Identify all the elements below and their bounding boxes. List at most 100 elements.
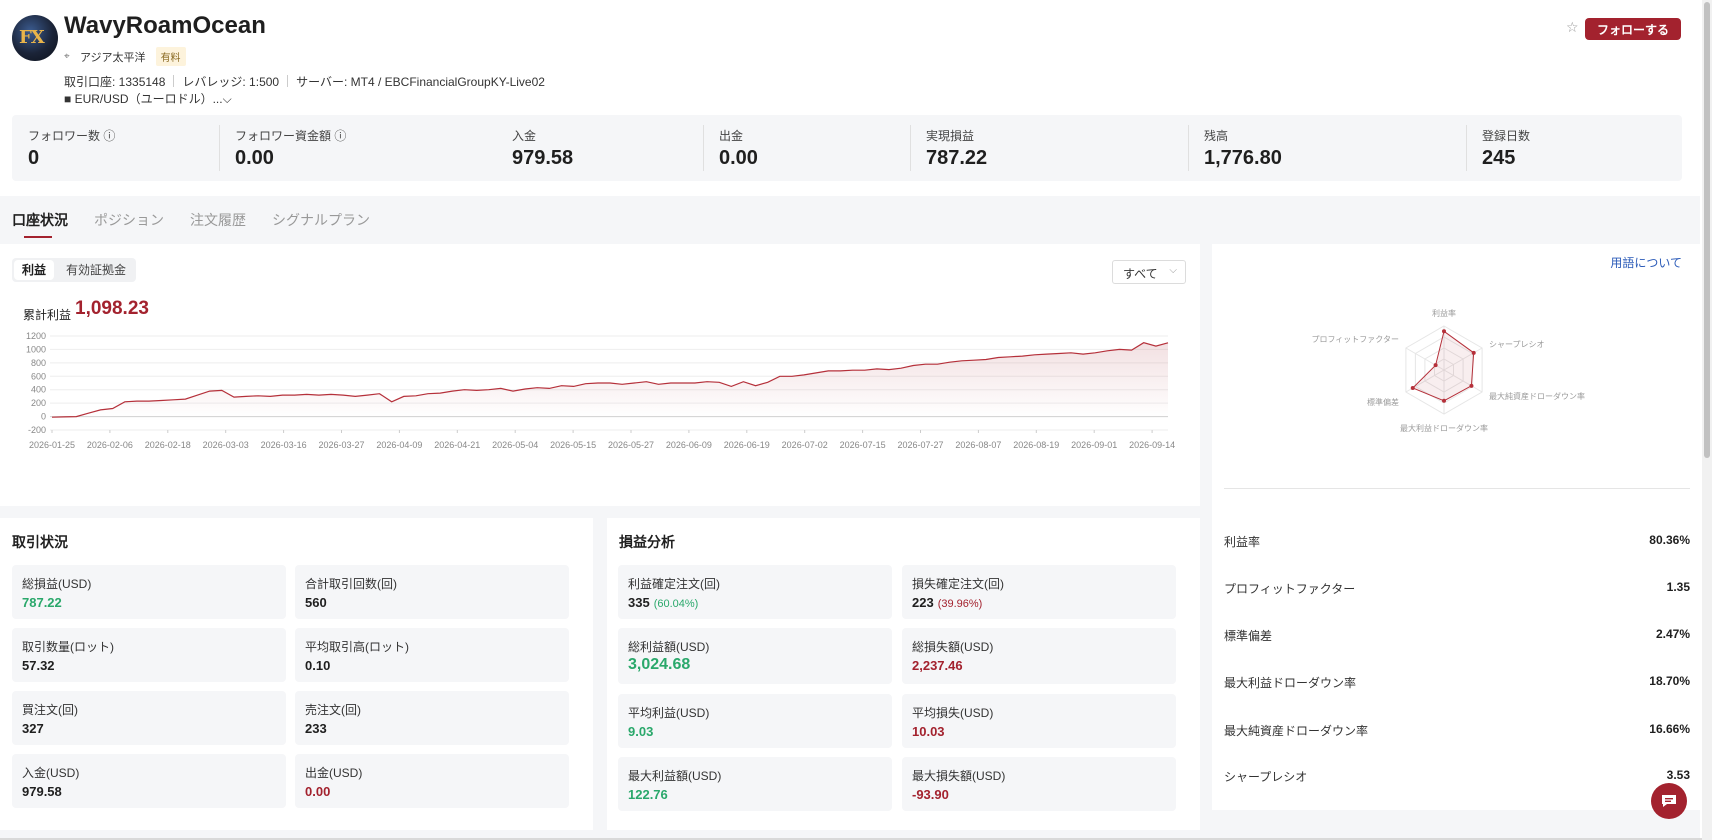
symbol-dropdown[interactable]: ■ EUR/USD（ユーロドル）...⌵: [64, 92, 232, 106]
divider: [173, 75, 175, 87]
cell-label: 出金(USD): [305, 766, 363, 780]
cell-value: 3,024.68: [628, 656, 691, 673]
stat-value: 0.00: [235, 147, 274, 169]
x-tick-label: 2026-07-02: [782, 440, 828, 450]
metric-label: 最大純資産ドローダウン率: [1224, 724, 1369, 738]
stat-cell: 平均利益(USD) 9.03: [618, 694, 892, 748]
cell-value: 122.76: [628, 787, 668, 802]
metric-row: シャープレシオ 3.53: [1224, 768, 1690, 788]
radar-series-area: [1411, 330, 1475, 402]
radar-axis: [1405, 347, 1445, 371]
cell-label: 最大利益額(USD): [628, 769, 722, 783]
stat-registered-days: 登録日数 245: [1466, 115, 1682, 181]
x-tick-label: 2026-08-07: [955, 440, 1001, 450]
tab-positions[interactable]: ポジション: [94, 212, 164, 228]
cell-label: 平均損失(USD): [912, 706, 994, 720]
stat-label: 登録日数: [1482, 129, 1531, 143]
stat-value: 787.22: [926, 147, 988, 169]
metric-row: 最大純資産ドローダウン率 16.66%: [1224, 722, 1690, 742]
stat-realized-pnl: 実現損益 787.22: [910, 115, 1188, 181]
y-tick-label: 1000: [26, 344, 46, 354]
stat-follower-funds: フォロワー資金額 ⓘ 0.00: [219, 115, 496, 181]
y-tick-label: 800: [31, 358, 46, 368]
radar-point: [1442, 329, 1446, 334]
account-info: 取引口座: 1335148 レバレッジ: 1:500 サーバー: MT4 / E…: [64, 73, 545, 90]
chart-mode-toggle: 利益 有効証拠金: [12, 258, 137, 282]
stat-cell: 合計取引回数(回) 560: [295, 565, 569, 619]
x-tick-label: 2026-03-03: [203, 440, 249, 450]
cell-value: 0.00: [305, 784, 331, 799]
stat-label[interactable]: フォロワー資金額 ⓘ: [235, 129, 347, 143]
metric-value: 16.66%: [1649, 722, 1690, 736]
metric-label: プロフィットファクター: [1224, 582, 1356, 596]
cell-label: 売注文(回): [305, 703, 361, 717]
avatar[interactable]: FX: [12, 15, 58, 61]
radar-axis-label: 標準偏差: [1367, 397, 1399, 407]
cell-number: 335: [628, 595, 650, 610]
cell-label: 取引数量(ロット): [22, 640, 114, 654]
cell-label: 平均利益(USD): [628, 706, 710, 720]
location-pin-icon: ⌖: [64, 50, 70, 62]
radar-axis-label: 最大利益ドローダウン率: [1400, 423, 1488, 433]
x-tick-label: 2026-03-27: [318, 440, 364, 450]
cell-value: 223 (39.96%): [912, 595, 982, 610]
x-tick-label: 2026-04-09: [376, 440, 422, 450]
cell-value: -93.90: [912, 787, 949, 802]
cell-label: 平均取引高(ロット): [305, 640, 409, 654]
stat-label[interactable]: フォロワー数 ⓘ: [28, 129, 116, 143]
stat-label: 実現損益: [926, 129, 975, 143]
cumulative-profit-label: 累計利益: [23, 308, 72, 322]
stat-cell: 総利益額(USD) 3,024.68: [618, 628, 892, 684]
cell-value: 787.22: [22, 595, 62, 610]
follow-button[interactable]: フォローする: [1585, 18, 1681, 40]
stat-value: 979.58: [512, 147, 574, 169]
cell-value: 9.03: [628, 724, 654, 739]
cell-label: 損失確定注文(回): [912, 577, 1004, 591]
stat-cell: 利益確定注文(回) 335 (60.04%): [618, 565, 892, 619]
leverage: レバレッジ: 1:500: [182, 75, 280, 89]
cell-value: 560: [305, 595, 327, 610]
tab-signal-plan[interactable]: シグナルプラン: [272, 212, 370, 228]
risk-metrics-card: 用語について 利益率 シャープレシオ 最大純資産ドローダウン率 最大利益ドローダウン率…: [1212, 244, 1700, 810]
y-tick-label: 200: [31, 398, 46, 408]
metric-value: 2.47%: [1655, 627, 1690, 641]
divider: [910, 125, 911, 171]
profit-line-chart[interactable]: 1200 1000 800 600 400 200 0 -200 2026-01-25 2026-…: [0, 324, 1200, 504]
x-tick-label: 2026-07-27: [897, 440, 943, 450]
chat-button[interactable]: [1651, 783, 1687, 819]
radar-point: [1469, 383, 1474, 388]
toggle-profit[interactable]: 利益: [14, 260, 55, 280]
x-tick-label: 2026-05-04: [492, 440, 538, 450]
radar-axis-label: 最大純資産ドローダウン率: [1489, 391, 1585, 401]
divider: [703, 125, 704, 171]
cell-label: 総利益額(USD): [628, 640, 710, 654]
cell-label: 総損益(USD): [22, 577, 92, 591]
radar-axis: [1443, 369, 1483, 393]
radar-axis-label: 利益率: [1432, 308, 1456, 318]
terms-link[interactable]: 用語について: [1610, 256, 1682, 270]
metric-row: 利益率 80.36%: [1224, 533, 1690, 553]
stat-withdrawal: 出金 0.00: [703, 115, 910, 181]
scrollbar-thumb[interactable]: [1704, 2, 1710, 458]
cell-label: 合計取引回数(回): [305, 577, 397, 591]
stat-value: 245: [1482, 147, 1516, 169]
profit-area: [52, 342, 1168, 418]
cell-value: 327: [22, 721, 44, 736]
tab-account-status[interactable]: 口座状況: [12, 210, 68, 238]
chevron-down-icon: ⌵: [1169, 265, 1177, 276]
metric-value: 3.53: [1666, 768, 1690, 782]
vertical-scrollbar[interactable]: [1702, 0, 1712, 840]
x-tick-label: 2026-04-21: [434, 440, 480, 450]
stat-cell: 総損益(USD) 787.22: [12, 565, 286, 619]
stat-cell: 損失確定注文(回) 223 (39.96%): [902, 565, 1176, 619]
toggle-equity[interactable]: 有効証拠金: [66, 263, 127, 277]
cell-value: 57.32: [22, 658, 55, 673]
stat-cell: 総損失額(USD) 2,237.46: [902, 628, 1176, 684]
chat-icon: [1662, 795, 1676, 807]
stat-cell: 平均損失(USD) 10.03: [902, 694, 1176, 748]
metric-label: 利益率: [1224, 535, 1261, 549]
star-icon[interactable]: ☆: [1566, 20, 1579, 36]
tab-order-history[interactable]: 注文履歴: [190, 212, 246, 228]
period-select[interactable]: すべて ⌵: [1112, 260, 1186, 284]
metric-row: プロフィットファクター 1.35: [1224, 580, 1690, 600]
